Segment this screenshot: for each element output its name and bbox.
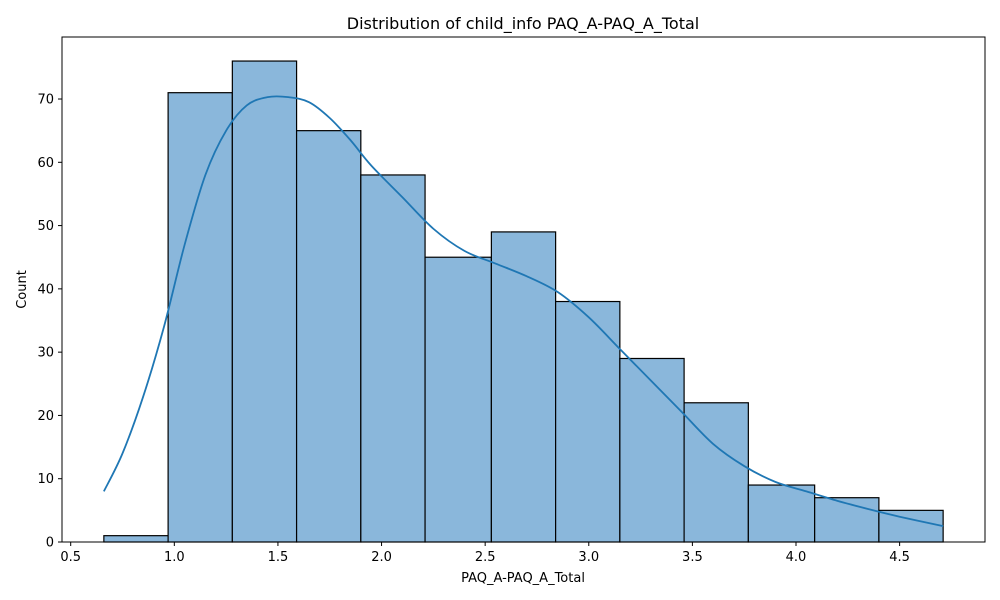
histogram-bar: [878, 509, 944, 543]
histogram-bar: [424, 256, 492, 543]
x-tick-label: 1.0: [164, 550, 185, 565]
histogram-bar: [231, 60, 298, 543]
histogram-bar: [619, 357, 685, 543]
x-tick-label: 4.5: [889, 550, 910, 565]
x-tick-label: 0.5: [60, 550, 81, 565]
bars-group: [103, 60, 944, 543]
x-tick-label: 3.5: [682, 550, 703, 565]
histogram-bar: [167, 92, 233, 543]
x-tick-label: 2.5: [475, 550, 496, 565]
histogram-bar: [747, 484, 816, 543]
y-tick-label: 10: [37, 472, 54, 487]
histogram-bar: [360, 174, 426, 543]
y-axis-label: Count: [15, 270, 30, 309]
chart-title: Distribution of child_info PAQ_A-PAQ_A_T…: [347, 14, 699, 34]
x-axis-label: PAQ_A-PAQ_A_Total: [461, 571, 585, 586]
y-tick-label: 70: [37, 93, 54, 108]
y-tick-label: 20: [37, 409, 54, 424]
y-tick-label: 40: [37, 282, 54, 297]
histogram-bar: [555, 300, 621, 543]
x-tick-label: 3.0: [578, 550, 599, 565]
kde-curve: [103, 95, 944, 528]
x-tick-label: 2.0: [371, 550, 392, 565]
x-axis-ticks: 0.5 1.0 1.5 2.0 2.5 3.0 3.5 4.0 4.5: [60, 542, 910, 565]
x-tick-label: 4.0: [786, 550, 807, 565]
y-tick-label: 60: [37, 156, 54, 171]
y-tick-label: 50: [37, 219, 54, 234]
y-tick-label: 0: [46, 536, 54, 551]
histogram-bar: [103, 535, 169, 543]
histogram-bar: [295, 130, 362, 543]
y-axis-ticks: 0 10 20 30 40 50 60 70: [37, 93, 62, 551]
y-tick-label: 30: [37, 346, 54, 361]
plot-frame: [61, 36, 986, 543]
histogram-bar: [490, 231, 557, 543]
x-tick-label: 1.5: [268, 550, 289, 565]
